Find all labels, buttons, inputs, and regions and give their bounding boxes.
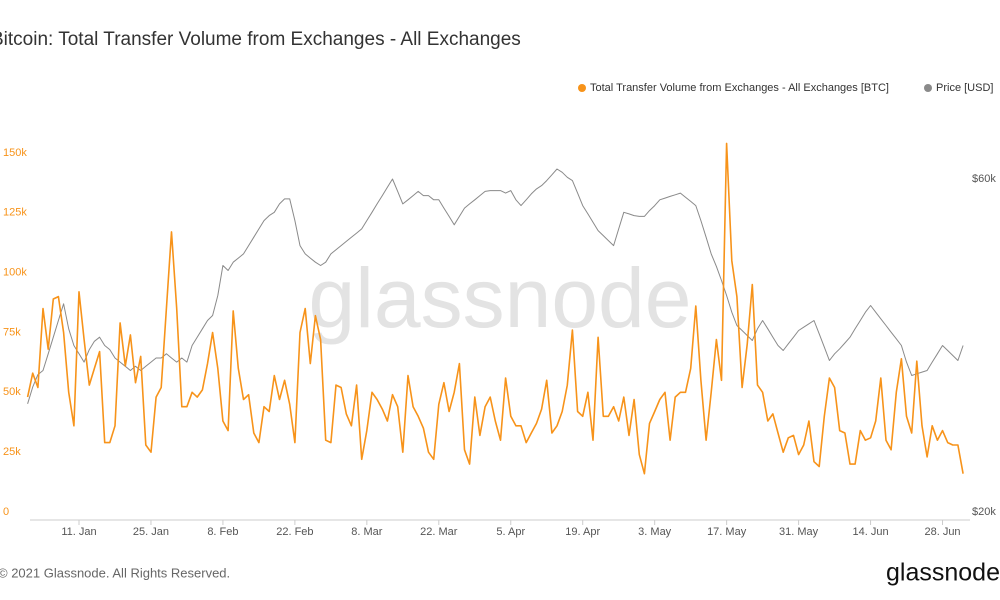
x-tick-label: 17. May (707, 526, 747, 538)
logo: glassnode (886, 559, 1000, 587)
legend-label: Price [USD] (936, 82, 993, 94)
y-tick-label: 150k (3, 147, 27, 159)
legend-marker (924, 84, 932, 92)
x-tick-label: 14. Jun (853, 526, 889, 538)
legend-marker (578, 84, 586, 92)
legend-label: Total Transfer Volume from Exchanges - A… (590, 82, 889, 94)
x-tick-label: 22. Mar (420, 526, 458, 538)
footer: © 2021 Glassnode. All Rights Reserved. (0, 565, 230, 580)
x-tick-label: 22. Feb (276, 526, 313, 538)
x-tick-label: 28. Jun (924, 526, 960, 538)
x-tick-label: 11. Jan (61, 526, 96, 538)
x-tick-label: 25. Jan (133, 526, 169, 538)
y-tick-label: 75k (3, 326, 21, 338)
y-tick-label: 100k (3, 267, 27, 279)
y-tick-label: 25k (3, 446, 21, 458)
y-tick-label: 50k (3, 386, 21, 398)
x-tick-label: 31. May (779, 526, 819, 538)
x-tick-label: 8. Mar (351, 526, 383, 538)
chart-title: Bitcoin: Total Transfer Volume from Exch… (0, 29, 521, 50)
watermark: glassnode (309, 251, 692, 345)
y-tick-label: 125k (3, 207, 27, 219)
y2-tick-label: $60k (972, 173, 996, 185)
x-tick-label: 8. Feb (207, 526, 238, 538)
series-line (26, 142, 964, 475)
x-tick-label: 5. Apr (496, 526, 525, 538)
x-tick-label: 3. May (638, 526, 672, 538)
y2-tick-label: $20k (972, 506, 996, 518)
series-line (27, 168, 964, 404)
y-tick-label: 0 (3, 506, 9, 518)
x-tick-label: 19. Apr (565, 526, 600, 538)
